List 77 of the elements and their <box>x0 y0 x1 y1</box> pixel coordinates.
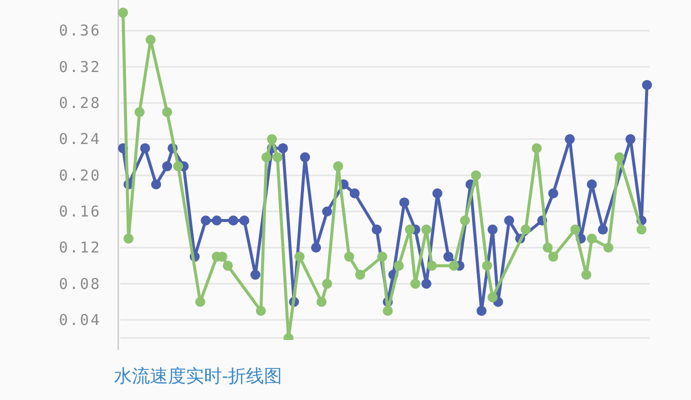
point <box>300 152 310 162</box>
point <box>278 143 288 154</box>
point <box>140 143 150 154</box>
point <box>488 292 498 302</box>
point <box>173 161 184 172</box>
point <box>261 152 272 162</box>
y-tick-label: 0.08 <box>58 274 101 293</box>
y-tick-label: 0.24 <box>58 130 101 148</box>
point <box>372 224 382 235</box>
point <box>294 252 305 262</box>
point <box>532 143 542 154</box>
point <box>322 206 332 216</box>
point <box>228 216 238 226</box>
point <box>520 224 531 235</box>
point <box>250 270 260 280</box>
point <box>603 242 614 253</box>
text: 水流速度实时-折线图 <box>114 366 282 387</box>
point <box>377 252 388 262</box>
point <box>471 170 482 180</box>
point <box>333 161 344 172</box>
point <box>614 152 624 162</box>
point <box>162 161 172 172</box>
y-tick-label: 0.32 <box>58 58 101 76</box>
point <box>581 270 592 280</box>
point <box>625 134 636 144</box>
point <box>426 260 437 271</box>
point <box>504 216 514 226</box>
point <box>162 107 172 118</box>
point <box>548 252 558 262</box>
point <box>200 216 211 226</box>
point <box>350 188 360 198</box>
point <box>570 224 580 235</box>
point <box>239 216 250 226</box>
point <box>482 260 492 271</box>
point <box>443 252 454 262</box>
point <box>195 296 206 307</box>
point <box>421 278 432 289</box>
point <box>394 260 404 271</box>
y-tick-label: 0.28 <box>58 94 101 112</box>
point <box>311 242 322 253</box>
point <box>564 134 575 144</box>
y-tick-label: 0.12 <box>58 238 101 257</box>
point <box>382 306 393 316</box>
point <box>212 216 222 226</box>
point <box>598 224 608 235</box>
point <box>146 34 156 45</box>
point <box>542 242 553 253</box>
y-tick-label: 0.20 <box>58 166 101 184</box>
point <box>548 188 558 198</box>
y-tick-label: 0.36 <box>58 22 101 40</box>
point <box>636 224 646 235</box>
point <box>316 296 327 307</box>
point <box>399 197 410 208</box>
point <box>421 224 432 235</box>
point <box>118 8 128 18</box>
point <box>586 234 597 244</box>
y-tick-label: 0.16 <box>58 202 101 220</box>
point <box>410 278 420 289</box>
y-tick-label: 0.04 <box>58 310 101 329</box>
point <box>266 134 277 144</box>
point <box>344 252 354 262</box>
point <box>432 188 442 198</box>
point <box>222 260 233 271</box>
point <box>586 179 597 190</box>
point <box>124 234 134 244</box>
point <box>476 306 487 316</box>
point <box>460 216 470 226</box>
point <box>355 270 366 280</box>
point <box>322 278 332 289</box>
point <box>151 179 162 190</box>
point <box>272 152 282 162</box>
point <box>448 260 459 271</box>
point <box>134 107 145 118</box>
point <box>404 224 415 235</box>
point <box>642 80 652 90</box>
point <box>256 306 266 316</box>
point <box>488 224 498 235</box>
